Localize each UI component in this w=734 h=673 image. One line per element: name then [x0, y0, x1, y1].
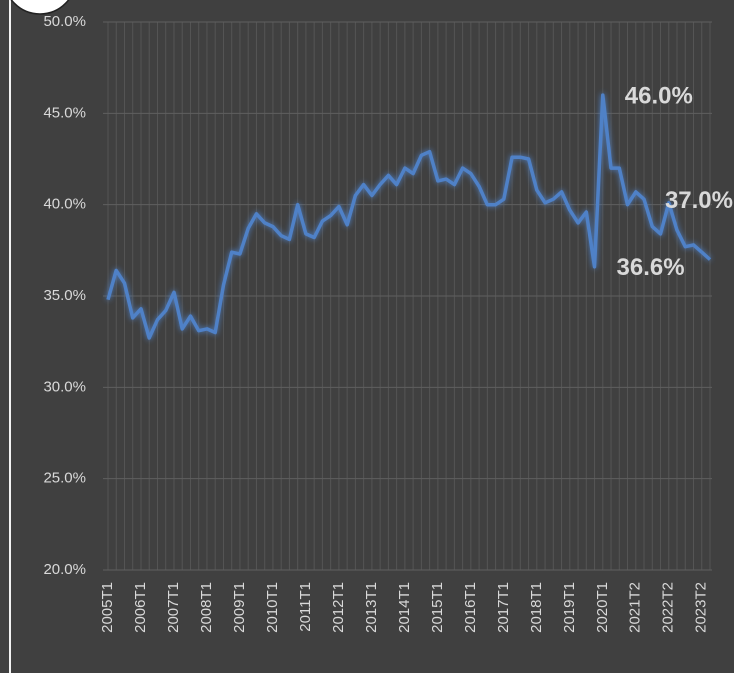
- y-tick-label: 50.0%: [43, 13, 86, 30]
- x-tick-label: 2011T1: [297, 582, 314, 632]
- x-tick-label: 2006T1: [132, 582, 149, 633]
- x-tick-label: 2020T1: [594, 582, 611, 633]
- corner-circle: [10, 0, 70, 15]
- data-label: 37.0%: [665, 187, 733, 214]
- data-label: 46.0%: [625, 82, 693, 109]
- x-tick-label: 2013T1: [363, 582, 380, 633]
- grid: [103, 21, 712, 571]
- x-tick-label: 2012T1: [330, 582, 347, 633]
- series-line: [106, 93, 712, 340]
- x-tick-label: 2021T2: [627, 582, 644, 633]
- x-tick-label: 2016T1: [462, 582, 479, 633]
- y-tick-label: 20.0%: [43, 561, 86, 578]
- x-tick-label: 2022T2: [660, 582, 677, 633]
- x-tick-label: 2008T1: [198, 582, 215, 633]
- x-tick-label: 2017T1: [495, 582, 512, 633]
- y-tick-label: 45.0%: [43, 104, 86, 121]
- data-label: 36.6%: [617, 254, 685, 281]
- y-tick-label: 40.0%: [43, 196, 86, 213]
- y-tick-label: 35.0%: [43, 287, 86, 304]
- x-tick-label: 2023T2: [693, 582, 710, 633]
- plot: 36.6% 46.0% 37.0%: [106, 82, 733, 340]
- x-tick-label: 2019T1: [561, 582, 578, 633]
- y-tick-label: 25.0%: [43, 470, 86, 487]
- y-tick-label: 30.0%: [43, 378, 86, 395]
- x-tick-label: 2010T1: [264, 582, 281, 633]
- x-tick-label: 2018T1: [528, 582, 545, 633]
- x-tick-label: 2007T1: [165, 582, 182, 633]
- x-tick-label: 2009T1: [231, 582, 248, 633]
- x-tick-label: 2015T1: [429, 582, 446, 633]
- x-tick-label: 2014T1: [396, 582, 413, 633]
- x-tick-label: 2005T1: [99, 582, 116, 633]
